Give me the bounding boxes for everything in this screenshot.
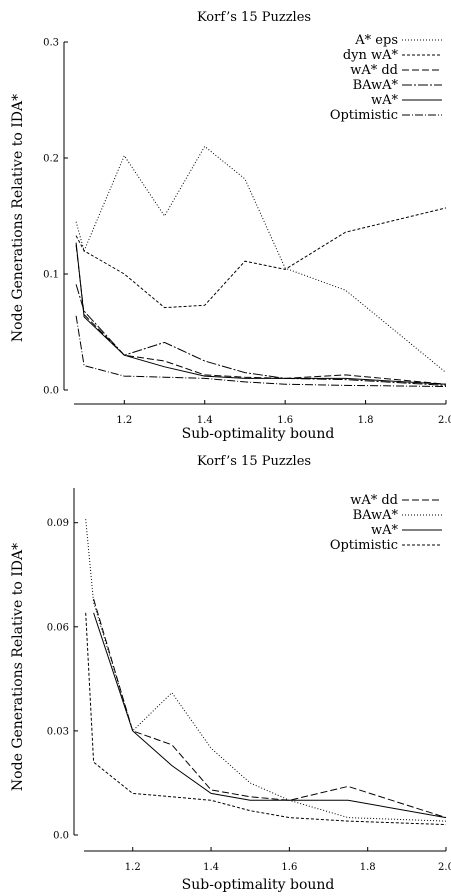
x-tick-label: 1.4: [197, 415, 213, 426]
y-ticks: 0.0 0.03 0.06 0.09: [47, 518, 78, 842]
legend-label: A* eps: [354, 33, 398, 48]
series-line: [85, 519, 447, 822]
legend-label: Optimistic: [330, 538, 398, 553]
x-tick-label: 2.0: [438, 415, 451, 426]
series-group: [75, 145, 447, 387]
y-tick-label: 0.1: [43, 270, 59, 281]
y-tick-label: 0.3: [43, 38, 59, 49]
series-line: [75, 244, 447, 385]
x-tick-label: 1.6: [281, 862, 297, 873]
series-line: [75, 242, 447, 385]
x-tick-label: 2.0: [438, 862, 451, 873]
legend-label: wA*: [371, 93, 399, 108]
y-tick-label: 0.0: [43, 386, 59, 397]
series-line: [75, 207, 447, 309]
y-tick-label: 0.06: [47, 622, 69, 633]
y-axis-label: Node Generations Relative to IDA*: [10, 94, 26, 342]
chart-top: Korf’s 15 Puzzles Node Generations Relat…: [10, 10, 451, 442]
series-line: [85, 612, 447, 826]
x-tick-label: 1.2: [125, 862, 141, 873]
legend-label: wA* dd: [350, 493, 398, 508]
y-axis-label: Node Generations Relative to IDA*: [10, 543, 26, 791]
x-tick-label: 1.2: [116, 415, 132, 426]
legend-label: Optimistic: [330, 108, 398, 123]
x-tick-label: 1.8: [360, 862, 376, 873]
y-tick-label: 0.03: [47, 726, 69, 737]
series-line: [93, 598, 447, 819]
y-tick-label: 0.09: [47, 518, 69, 529]
series-group: [85, 519, 447, 826]
legend-label: BAwA*: [353, 78, 399, 93]
y-tick-label: 0.2: [43, 154, 59, 165]
legend-label: dyn wA*: [343, 48, 399, 63]
chart-title: Korf’s 15 Puzzles: [197, 454, 311, 469]
x-ticks: 1.2 1.4 1.6 1.8 2.0: [116, 400, 451, 426]
x-tick-label: 1.4: [203, 862, 219, 873]
chart-title: Korf’s 15 Puzzles: [197, 10, 311, 25]
x-tick-label: 1.8: [358, 415, 374, 426]
legend-label: wA*: [371, 523, 399, 538]
x-axis-label: Sub-optimality bound: [182, 877, 335, 893]
y-tick-label: 0.0: [53, 831, 69, 842]
legend-label: BAwA*: [353, 508, 399, 523]
legend-label: wA* dd: [350, 63, 398, 78]
chart-bottom: Korf’s 15 Puzzles Node Generations Relat…: [10, 454, 451, 893]
x-ticks: 1.2 1.4 1.6 1.8 2.0: [125, 847, 451, 873]
x-axis-label: Sub-optimality bound: [182, 426, 335, 442]
series-line: [75, 145, 447, 373]
series-line: [75, 284, 447, 386]
series-line: [93, 612, 447, 819]
y-ticks: 0.0 0.1 0.2 0.3: [43, 38, 68, 397]
x-tick-label: 1.6: [277, 415, 293, 426]
series-line: [75, 315, 447, 387]
